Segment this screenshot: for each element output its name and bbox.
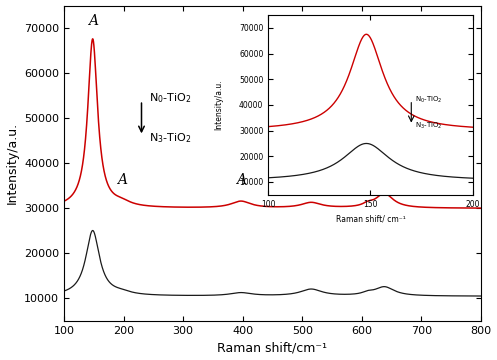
Text: N$_3$-TiO$_2$: N$_3$-TiO$_2$	[149, 132, 191, 145]
Text: N$_0$-TiO$_2$: N$_0$-TiO$_2$	[149, 91, 191, 105]
X-axis label: Raman shift/cm⁻¹: Raman shift/cm⁻¹	[218, 341, 328, 355]
Text: A: A	[236, 173, 246, 187]
Text: A: A	[379, 166, 390, 180]
Text: R: R	[363, 167, 372, 186]
Y-axis label: Intensity/a.u.: Intensity/a.u.	[5, 122, 18, 204]
Text: A: A	[87, 14, 98, 28]
Text: A: A	[117, 173, 127, 187]
Text: A: A	[306, 173, 316, 187]
